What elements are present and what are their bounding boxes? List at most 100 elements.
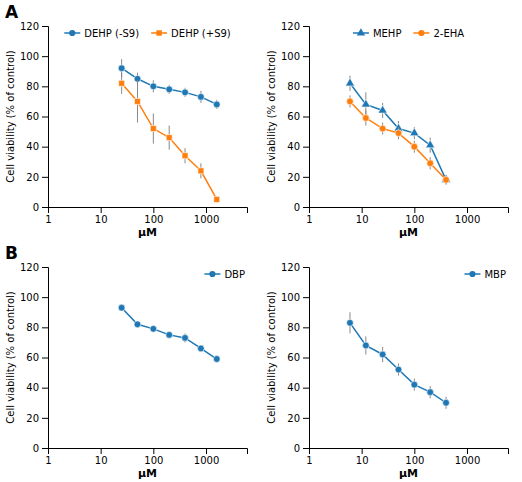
x-tick-label: 100 [144,214,163,225]
point [347,98,354,105]
y-tick-mark [303,327,309,328]
legend: DEHP (-S9)DEHP (+S9) [64,28,231,39]
legend-item: MBP [464,269,506,280]
y-tick-label: 120 [281,262,300,273]
y-tick-mark [303,297,309,298]
y-tick-label: 20 [26,413,39,424]
x-tick-mark [101,448,102,454]
y-tick-mark [42,177,48,178]
y-tick-mark [42,358,48,359]
legend-symbol [357,28,365,35]
point [443,399,450,406]
x-axis: 1101001000 [45,448,247,466]
marks [118,59,220,202]
y-tick-mark [303,267,309,268]
x-tick: 10 [356,207,369,225]
x-axis: 1 10 100 1000 [45,207,247,225]
point [166,331,173,338]
legend: MBP [464,269,506,280]
x-axis-line [49,449,248,455]
point [134,321,141,328]
x-tick-label: 100 [405,455,424,466]
x-tick-label: 10 [95,214,108,225]
point [166,135,172,141]
series-line [350,83,446,180]
y-axis-line [42,268,49,449]
y-tick-mark [42,56,48,57]
y-tick-mark [42,207,48,208]
y-tick-mark [42,117,48,118]
point [182,153,188,159]
series-line [122,68,217,104]
y-tick: 80 [287,81,309,92]
point [118,304,125,311]
panel-label: B [5,243,18,263]
point [427,160,434,167]
y-tick: 20 [26,413,48,424]
x-axis-title: μM [138,226,157,239]
y-tick: 40 [287,382,309,393]
y-tick: 40 [26,141,48,152]
point [379,125,386,132]
x-tick-label: 10 [356,214,369,225]
y-axis-title: Cell viability (% of control) [266,291,277,423]
y-axis-title: Cell viability (% of control) [5,291,16,423]
y-tick: 100 [281,292,309,303]
x-tick-label: 1000 [455,455,480,466]
y-tick: 20 [26,172,48,183]
marks [345,76,450,185]
x-tick-label: 100 [405,214,424,225]
y-tick: 120 [20,21,48,32]
x-tick-mark [467,207,468,213]
y-tick-label: 100 [20,51,39,62]
x-tick: 1000 [194,207,219,225]
x-tick: 1000 [455,448,480,466]
y-tick: 100 [281,51,309,62]
x-tick-mark [153,448,154,454]
y-tick-label: 20 [287,413,300,424]
x-tick: 1 [45,207,51,225]
y-tick-label: 120 [20,21,39,32]
legend-symbol [156,30,161,35]
y-tick-mark [303,388,309,389]
legend-item: DEHP (+S9) [151,28,231,39]
y-tick-mark [42,26,48,27]
point [345,78,354,86]
y-tick-mark [303,147,309,148]
series [118,59,220,109]
x-tick: 100 [144,207,163,225]
y-tick: 20 [287,172,309,183]
legend: MEHP2-EHA [353,28,464,39]
series-line [350,101,446,179]
x-tick-label: 100 [144,455,163,466]
point [362,342,369,349]
point [427,389,434,396]
legend-symbol [209,271,215,277]
y-tick-mark [42,267,48,268]
point [119,80,125,86]
legend-label: DBP [224,269,245,280]
y-axis-title: Cell viability (% of control) [266,50,277,182]
panel: 1101001000020406080100120μMCell viabilit… [266,21,509,239]
legend-item: DBP [204,269,245,280]
point [150,126,156,132]
series [347,312,450,409]
series-line [122,308,217,359]
x-tick: 1 [45,448,51,466]
y-axis: 020406080100120 [281,21,310,213]
x-tick-label: 10 [356,455,369,466]
point [198,94,205,101]
y-tick: 0 [33,443,48,454]
point [214,196,220,202]
legend-label: DEHP (+S9) [171,28,231,39]
legend-label: MEHP [373,28,402,39]
point [362,115,369,122]
panel: 1101001000020406080100120μMCell viabilit… [5,262,248,480]
y-tick: 60 [26,111,48,122]
x-tick-mark [101,207,102,213]
x-tick-mark [414,207,415,213]
y-axis: 020406080100120 [20,262,49,454]
y-tick: 60 [26,352,48,363]
point [347,319,354,326]
y-tick-mark [303,86,309,87]
